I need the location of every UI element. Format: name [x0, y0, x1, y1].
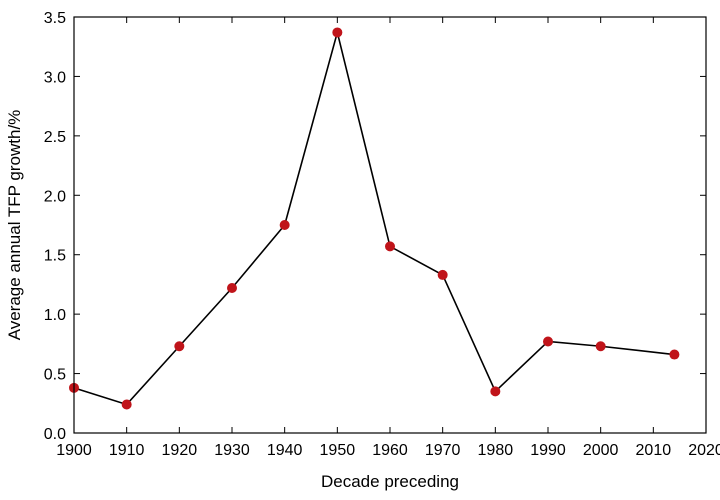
data-point: [121, 399, 132, 410]
y-tick-label: 1.0: [44, 307, 66, 324]
y-tick-label: 0.0: [44, 426, 66, 443]
series-line: [73, 29, 675, 406]
y-tick-label: 0.5: [44, 367, 66, 384]
data-point: [332, 27, 343, 38]
x-tick-label: 1920: [162, 442, 198, 459]
x-tick-label: 2020: [688, 442, 720, 459]
x-axis-title: Decade preceding: [321, 472, 459, 491]
data-point: [490, 386, 501, 397]
x-tick-label: 1930: [214, 442, 250, 459]
x-tick-label: 1900: [56, 442, 92, 459]
x-tick-label: 2010: [636, 442, 672, 459]
data-point: [437, 269, 448, 280]
series-layer: [69, 27, 680, 410]
x-tick-label: 1990: [530, 442, 566, 459]
x-tick-label: 1940: [267, 442, 303, 459]
x-tick-label: 1910: [109, 442, 145, 459]
x-tick-label: 2000: [583, 442, 619, 459]
data-point: [174, 341, 185, 352]
x-tick-label: 1970: [425, 442, 461, 459]
plot-frame: [73, 16, 707, 434]
axis-ticks: 1900 1910 1920 1930 1940 1950 1960 1970 1980 1990…: [44, 10, 720, 459]
data-point: [279, 220, 290, 230]
x-tick-label: 1980: [478, 442, 514, 459]
y-tick-label: 3.5: [44, 10, 66, 27]
data-point: [595, 341, 606, 352]
x-tick-label: 1950: [320, 442, 356, 459]
data-point: [227, 282, 237, 293]
data-point: [385, 241, 395, 252]
y-tick-label: 2.5: [44, 129, 66, 146]
data-point: [543, 336, 553, 347]
y-tick-label: 3.0: [44, 69, 66, 86]
y-axis-title: Average annual TFP growth/%: [5, 110, 24, 341]
y-tick-label: 1.5: [44, 248, 66, 265]
data-point: [669, 349, 680, 360]
x-tick-label: 1960: [372, 442, 408, 459]
y-tick-label: 2.0: [44, 188, 66, 205]
